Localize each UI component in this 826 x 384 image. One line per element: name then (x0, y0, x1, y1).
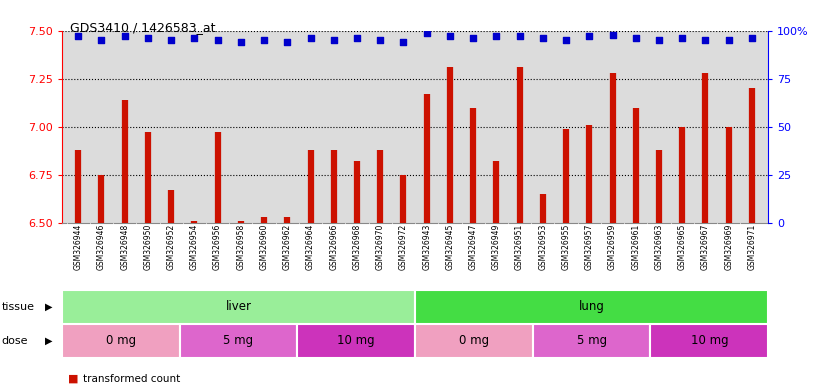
Point (281, 39, 294, 45)
Point (676, 35, 689, 41)
Text: tissue: tissue (2, 302, 35, 312)
Point (164, 37, 178, 43)
Point (258, 37, 271, 43)
Point (653, 37, 666, 43)
Text: ■: ■ (68, 374, 78, 384)
Point (396, 39, 410, 45)
Point (536, 35, 549, 41)
Text: transformed count: transformed count (83, 374, 180, 384)
Text: ▶: ▶ (45, 336, 52, 346)
Text: 10 mg: 10 mg (337, 334, 375, 347)
Point (235, 39, 248, 45)
Point (327, 37, 340, 43)
Point (72, 33, 85, 40)
Point (118, 33, 131, 40)
Text: liver: liver (225, 300, 251, 313)
Text: ▶: ▶ (45, 302, 52, 312)
Bar (62, 324, 179, 358)
Point (95, 37, 108, 43)
Text: dose: dose (2, 336, 28, 346)
Point (559, 37, 572, 43)
Point (444, 33, 457, 40)
Point (745, 35, 758, 41)
Text: 5 mg: 5 mg (577, 334, 606, 347)
Text: lung: lung (579, 300, 605, 313)
Text: 10 mg: 10 mg (691, 334, 729, 347)
Bar (415, 290, 768, 324)
Bar (297, 324, 415, 358)
Point (606, 31, 620, 38)
Point (304, 35, 317, 41)
Point (188, 35, 201, 41)
Point (350, 35, 363, 41)
Point (490, 33, 503, 40)
Point (467, 35, 480, 41)
Bar (651, 324, 768, 358)
Text: 0 mg: 0 mg (459, 334, 489, 347)
Point (420, 30, 434, 36)
Bar (533, 324, 651, 358)
Bar (179, 324, 297, 358)
Text: 5 mg: 5 mg (224, 334, 254, 347)
Bar (62, 290, 415, 324)
Bar (415, 324, 533, 358)
Point (582, 33, 596, 40)
Text: GDS3410 / 1426583_at: GDS3410 / 1426583_at (70, 21, 216, 34)
Point (699, 37, 712, 43)
Point (373, 37, 387, 43)
Point (211, 37, 224, 43)
Point (141, 35, 154, 41)
Point (513, 33, 526, 40)
Point (629, 35, 643, 41)
Text: 0 mg: 0 mg (106, 334, 135, 347)
Point (722, 37, 735, 43)
